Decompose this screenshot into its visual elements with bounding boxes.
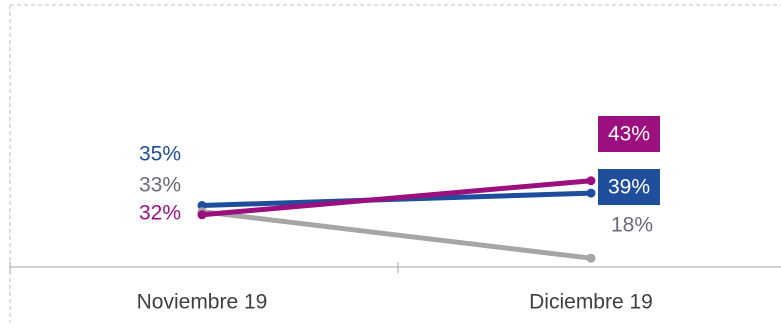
data-label-box: 39% [598,169,660,205]
x-tick-label: Noviembre 19 [137,291,268,314]
data-label: 33% [139,174,181,197]
label-layer: 35% 33% 32% 39% 18% 43% [139,116,660,237]
x-tick-label: Diciembre 19 [529,291,653,314]
data-label: 32% [139,202,181,225]
data-label: 18% [611,214,653,237]
series-line [199,178,594,218]
data-point [586,176,596,186]
data-label: 43% [608,123,650,146]
data-point [586,253,596,263]
data-label-background [598,169,660,205]
data-point [197,210,207,220]
data-point [197,201,207,210]
data-label-box: 43% [598,116,660,152]
data-label-background [598,116,660,152]
series-line [199,209,594,261]
data-point [586,188,596,198]
data-label: 35% [139,143,181,166]
series-layer [197,176,596,263]
data-label: 39% [608,176,650,199]
x-tick-labels: Noviembre 19 Diciembre 19 [137,291,653,314]
